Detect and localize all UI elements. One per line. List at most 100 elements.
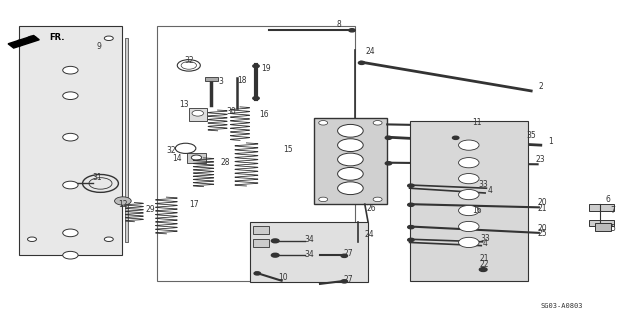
Circle shape	[349, 29, 355, 32]
Text: 32: 32	[184, 56, 194, 65]
Circle shape	[458, 158, 479, 168]
Text: 19: 19	[260, 64, 271, 73]
Circle shape	[458, 221, 479, 232]
Text: 14: 14	[172, 154, 182, 163]
Circle shape	[271, 253, 279, 257]
Circle shape	[115, 197, 131, 205]
Text: 13: 13	[179, 100, 189, 109]
Circle shape	[338, 124, 364, 137]
Circle shape	[341, 254, 348, 257]
Circle shape	[338, 167, 364, 180]
Circle shape	[458, 140, 479, 150]
Text: 11: 11	[472, 118, 481, 127]
Circle shape	[408, 238, 414, 241]
Text: FR.: FR.	[49, 33, 65, 42]
Bar	[595, 223, 611, 231]
Bar	[253, 239, 269, 247]
Circle shape	[63, 251, 78, 259]
Text: 21: 21	[538, 204, 547, 213]
Text: 9: 9	[97, 42, 102, 51]
Circle shape	[104, 237, 113, 241]
Circle shape	[63, 229, 78, 237]
Text: 4: 4	[483, 239, 488, 248]
Text: 5: 5	[611, 224, 616, 233]
Text: 27: 27	[343, 275, 353, 284]
Text: 7: 7	[611, 206, 616, 215]
Bar	[189, 108, 207, 121]
Circle shape	[358, 61, 365, 64]
Bar	[187, 153, 206, 163]
Text: 12: 12	[118, 200, 127, 209]
FancyArrow shape	[8, 35, 39, 48]
Circle shape	[385, 136, 392, 139]
Text: 21: 21	[480, 254, 489, 263]
Text: 6: 6	[605, 195, 611, 204]
Text: 2: 2	[538, 82, 543, 91]
Bar	[19, 26, 122, 255]
Text: 30: 30	[227, 107, 237, 115]
Circle shape	[338, 153, 364, 166]
Text: 17: 17	[189, 200, 199, 209]
Circle shape	[385, 162, 392, 165]
Text: 3: 3	[218, 77, 223, 86]
Text: 15: 15	[283, 145, 293, 154]
Circle shape	[319, 121, 328, 125]
Circle shape	[373, 197, 382, 202]
Circle shape	[408, 184, 414, 187]
Bar	[314, 118, 387, 204]
Circle shape	[63, 66, 78, 74]
Text: 33: 33	[478, 180, 488, 189]
Circle shape	[479, 268, 487, 271]
Text: 33: 33	[480, 234, 490, 243]
Circle shape	[338, 182, 364, 195]
Text: 22: 22	[480, 260, 489, 269]
Bar	[250, 222, 368, 282]
Text: SG03-A0803: SG03-A0803	[541, 303, 583, 309]
Circle shape	[458, 237, 479, 248]
Circle shape	[28, 36, 36, 41]
Bar	[125, 38, 128, 242]
Text: 20: 20	[538, 224, 548, 233]
Circle shape	[271, 239, 279, 243]
Circle shape	[341, 280, 348, 283]
Circle shape	[458, 189, 479, 200]
Text: 24: 24	[364, 230, 374, 239]
Bar	[157, 26, 355, 281]
Circle shape	[254, 272, 260, 275]
Circle shape	[104, 36, 113, 41]
Circle shape	[63, 133, 78, 141]
Circle shape	[253, 64, 259, 68]
Text: 8: 8	[337, 20, 342, 29]
Circle shape	[458, 174, 479, 184]
Circle shape	[28, 237, 36, 241]
Text: 35: 35	[526, 131, 536, 140]
Text: 1: 1	[548, 137, 553, 146]
Circle shape	[253, 97, 259, 100]
Circle shape	[373, 121, 382, 125]
Text: 4: 4	[487, 186, 492, 195]
Bar	[410, 121, 528, 281]
Text: 29: 29	[145, 205, 156, 214]
Text: 16: 16	[259, 110, 269, 119]
Text: 25: 25	[538, 229, 548, 238]
Text: 20: 20	[538, 198, 548, 207]
Circle shape	[338, 139, 364, 152]
Text: 27: 27	[343, 249, 353, 258]
Circle shape	[408, 226, 414, 229]
Circle shape	[408, 203, 414, 206]
Bar	[253, 226, 269, 234]
Circle shape	[63, 181, 78, 189]
Text: 28: 28	[221, 158, 230, 167]
Text: 23: 23	[536, 155, 546, 164]
Circle shape	[192, 110, 204, 116]
Circle shape	[452, 136, 459, 139]
Text: 18: 18	[237, 76, 246, 85]
Text: 34: 34	[305, 250, 315, 259]
Bar	[589, 220, 614, 226]
Circle shape	[319, 197, 328, 202]
Circle shape	[63, 92, 78, 100]
Bar	[205, 77, 218, 81]
Text: 26: 26	[366, 204, 376, 213]
Text: 32: 32	[166, 146, 177, 155]
Text: 10: 10	[278, 273, 288, 282]
